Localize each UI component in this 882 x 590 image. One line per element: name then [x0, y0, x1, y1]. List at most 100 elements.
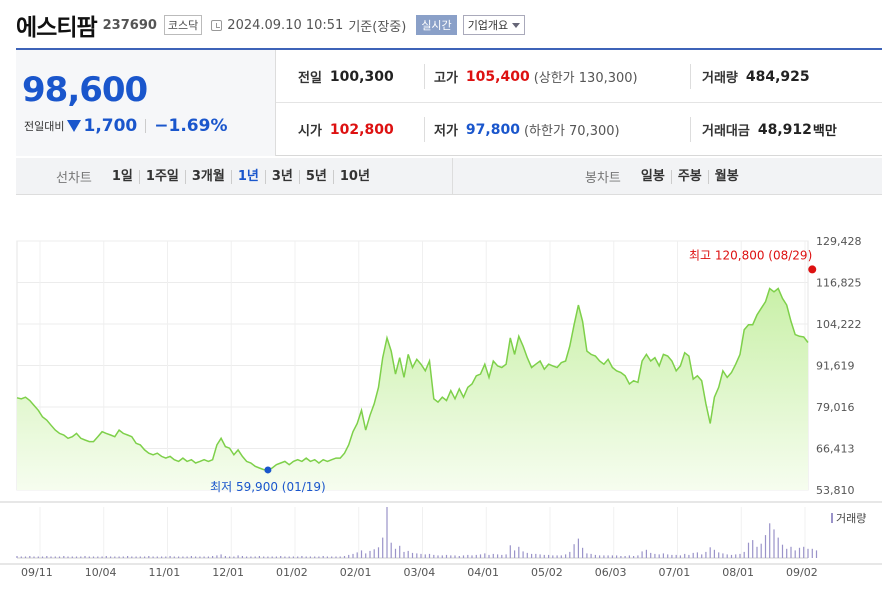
chart-tabbar: 선차트 1일 1주일 3개월 1년 3년 5년 10년 봉차트 일봉 주봉 월봉 — [16, 158, 882, 195]
tab-10y[interactable]: 10년 — [332, 169, 376, 184]
volume-bar — [271, 556, 273, 558]
volume-bar — [505, 554, 507, 558]
company-overview-dropdown[interactable]: 기업개요 — [462, 15, 526, 35]
volume-bar — [246, 556, 248, 558]
change-label: 전일대비 — [24, 120, 65, 133]
volume-bar — [275, 556, 277, 558]
x-tick-label: 07/01 — [659, 566, 691, 579]
volume-bar — [216, 555, 218, 558]
volume-bar — [199, 556, 201, 558]
volume-bar — [220, 554, 222, 558]
volume-bar — [224, 556, 226, 558]
tab-5y[interactable]: 5년 — [298, 169, 333, 184]
current-price-box: 98,600 전일대비 1,700 −1.69% — [16, 50, 276, 156]
change-percent: −1.69% — [154, 116, 228, 136]
volume-bar — [573, 544, 575, 558]
volume-bar — [565, 554, 567, 558]
volume-bar — [709, 547, 711, 558]
volume-bar — [411, 552, 414, 558]
realtime-button[interactable]: 실시간 — [416, 15, 457, 35]
stat-unit: 백만 — [812, 124, 837, 139]
volume-bar — [522, 551, 524, 558]
volume-bar — [684, 553, 686, 558]
volume-bar — [127, 556, 129, 558]
volume-bar — [611, 555, 613, 558]
volume-bar — [594, 554, 596, 558]
volume-bar — [88, 556, 90, 558]
volume-bar — [718, 552, 720, 558]
tab-3y[interactable]: 3년 — [264, 169, 299, 184]
volume-bar — [556, 555, 558, 558]
volume-bar — [794, 550, 796, 558]
stat-value: 484,925 — [745, 68, 810, 85]
volume-bar — [67, 556, 69, 558]
volume-bar — [479, 554, 482, 558]
volume-bar — [445, 554, 448, 558]
tab-monthly[interactable]: 월봉 — [707, 169, 745, 184]
stat-label: 고가 — [434, 71, 458, 86]
volume-bar — [679, 555, 681, 558]
volume-bar — [241, 556, 243, 558]
stat-value: 100,300 — [329, 68, 394, 85]
tab-weekly[interactable]: 주봉 — [670, 169, 708, 184]
volume-bar — [152, 556, 154, 558]
x-tick-label: 11/01 — [149, 566, 181, 579]
volume-bar — [16, 556, 18, 558]
x-tick-label: 04/01 — [467, 566, 499, 579]
volume-bar — [195, 556, 197, 558]
tab-1w[interactable]: 1주일 — [138, 169, 185, 184]
quote-basis: 기준(장중) — [348, 19, 407, 35]
line-chart-tabs: 선차트 1일 1주일 3개월 1년 3년 5년 10년 — [56, 158, 376, 195]
volume-bar — [139, 556, 141, 558]
volume-bar — [399, 545, 401, 558]
volume-bar — [335, 556, 337, 558]
volume-bar — [811, 548, 813, 558]
price-chart[interactable]: 129,428 116,825 104,222 91,619 79,016 66,413 5… — [0, 225, 882, 590]
volume-bar — [178, 556, 180, 558]
volume-bar — [46, 556, 48, 558]
stat-value: 48,912 — [757, 121, 812, 138]
stat-value: 102,800 — [329, 121, 394, 138]
stat-divider — [690, 64, 691, 89]
candle-chart-tabs: 봉차트 일봉 주봉 월봉 — [585, 158, 745, 195]
volume-bar — [539, 554, 541, 558]
volume-bar — [284, 556, 286, 558]
stock-name: 에스티팜 — [16, 15, 98, 41]
volume-bar — [467, 554, 469, 558]
y-tick-label: 79,016 — [816, 401, 855, 414]
volume-bar — [450, 555, 452, 558]
volume-bar — [560, 555, 562, 558]
x-tick-label: 10/04 — [85, 566, 117, 579]
stat-label: 거래대금 — [702, 124, 750, 139]
volume-legend-swatch — [831, 513, 833, 523]
tab-1d[interactable]: 1일 — [111, 168, 133, 184]
volume-bar — [624, 556, 626, 558]
down-triangle-icon — [67, 120, 82, 132]
volume-bar — [394, 548, 397, 558]
tab-3m[interactable]: 3개월 — [184, 169, 231, 184]
stat-divider — [424, 117, 425, 142]
high-marker — [808, 265, 817, 274]
volume-bar — [356, 552, 358, 558]
volume-bar — [752, 540, 754, 558]
volume-bar — [182, 556, 184, 558]
volume-bar — [297, 556, 299, 558]
volume-bar — [92, 556, 95, 558]
volume-bar — [24, 556, 27, 558]
volume-bar — [360, 550, 363, 558]
volume-bar — [50, 556, 52, 558]
stat-value: 105,400 — [465, 68, 530, 85]
volume-bar — [144, 556, 146, 558]
volume-bar — [33, 556, 35, 558]
volume-bar — [280, 556, 282, 558]
volume-bar — [250, 556, 252, 558]
volume-bar — [292, 556, 294, 558]
volume-bar — [569, 551, 571, 558]
stat-divider — [690, 117, 691, 142]
volume-bar — [390, 542, 392, 558]
high-label: 최고 120,800 (08/29) — [689, 248, 812, 262]
volume-bar — [305, 556, 307, 558]
tab-1y[interactable]: 1년 — [230, 169, 265, 184]
tab-daily[interactable]: 일봉 — [640, 168, 665, 184]
stat-sub: (상한가 130,300) — [533, 71, 638, 86]
